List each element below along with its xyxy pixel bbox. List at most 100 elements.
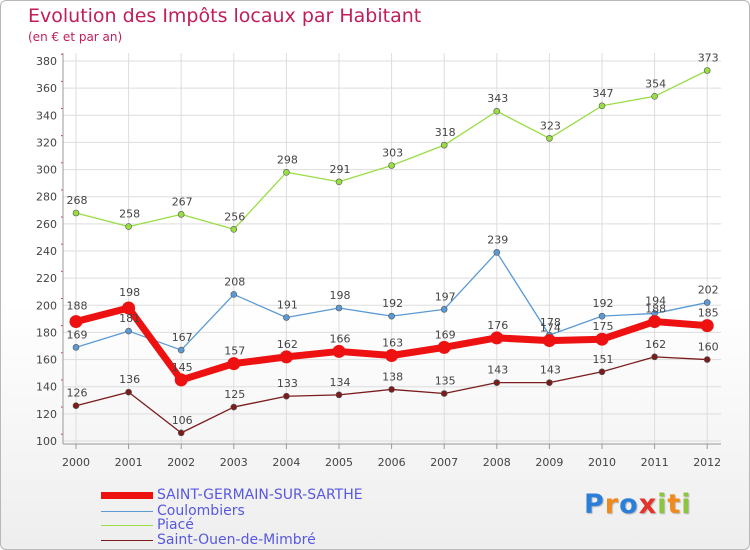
proxiti-logo: Proxiti: [584, 489, 692, 520]
y-tick-label: 220: [36, 272, 57, 285]
data-label: 174: [540, 322, 561, 335]
data-labels: 268 258 267 256 298 291 303 318 343 323 347 354 373 1…: [67, 52, 719, 427]
x-tick-label: 2011: [641, 456, 669, 469]
data-label: 126: [67, 387, 88, 400]
data-point: [283, 168, 290, 176]
data-point: [230, 403, 238, 411]
data-label: 267: [172, 195, 193, 208]
data-label: 143: [487, 364, 508, 377]
data-label: 151: [593, 353, 614, 366]
data-point: [700, 319, 714, 333]
data-point: [440, 141, 448, 149]
y-tick-label: 300: [36, 164, 57, 177]
x-tick-label: 2012: [693, 456, 721, 469]
data-label: 256: [224, 210, 245, 223]
data-point: [490, 331, 504, 345]
logo-letter: i: [681, 489, 692, 520]
data-point: [72, 344, 80, 351]
data-label: 167: [172, 331, 193, 344]
data-point: [648, 315, 662, 329]
data-label: 354: [645, 77, 666, 90]
legend-swatch-coulombiers: [101, 510, 153, 512]
data-point: [177, 211, 185, 218]
data-point: [703, 67, 711, 74]
axes: 100 120 140 160 180 200 220 240 260 280 300 320 340 3…: [36, 53, 721, 469]
data-label: 143: [540, 364, 561, 377]
x-tick-label: 2008: [483, 456, 511, 469]
y-tick-label: 120: [36, 408, 57, 421]
data-label: 347: [593, 87, 614, 100]
y-tick-label: 260: [36, 218, 57, 231]
data-label: 298: [277, 153, 298, 166]
y-tick-label: 140: [36, 381, 57, 394]
data-label: 197: [435, 290, 456, 303]
legend-item-saint-germain[interactable]: SAINT-GERMAIN-SUR-SARTHE: [101, 487, 363, 503]
data-label: 192: [593, 297, 614, 310]
legend-swatch-piace: [101, 524, 153, 526]
data-point: [335, 391, 343, 399]
data-label: 181: [119, 312, 140, 325]
data-point: [595, 332, 609, 346]
data-label: 202: [698, 284, 719, 297]
data-point: [385, 349, 399, 362]
x-tick-label: 2002: [167, 456, 195, 469]
data-point: [546, 379, 553, 386]
data-point: [651, 92, 658, 100]
data-point: [388, 162, 395, 169]
data-label: 185: [698, 307, 719, 320]
logo-letter: o: [619, 489, 639, 520]
data-label: 162: [645, 338, 666, 351]
data-label: 198: [330, 289, 351, 302]
x-tick-label: 2000: [62, 456, 90, 469]
data-label: 136: [119, 373, 140, 386]
data-label: 169: [435, 328, 456, 341]
data-point: [174, 373, 188, 387]
data-label: 163: [382, 337, 403, 350]
data-label: 323: [540, 119, 561, 132]
data-label: 192: [382, 297, 403, 310]
chart-title: Evolution des Impôts locaux par Habitant: [28, 5, 422, 27]
data-point: [230, 225, 238, 233]
data-label: 318: [435, 126, 456, 139]
data-label: 198: [119, 286, 140, 299]
data-point: [279, 350, 293, 364]
x-tick-label: 2004: [272, 456, 300, 469]
legend-item-saint-ouen[interactable]: Saint-Ouen-de-Mimbré: [101, 532, 316, 548]
data-label: 135: [435, 375, 456, 388]
data-point: [332, 344, 346, 358]
x-tick-label: 2003: [220, 456, 248, 469]
data-point: [388, 312, 395, 320]
x-tick-label: 2005: [325, 456, 353, 469]
data-point: [125, 327, 132, 335]
data-point: [598, 368, 606, 376]
data-label: 188: [67, 300, 88, 313]
data-point: [125, 223, 132, 230]
legend-item-piace[interactable]: Piacé: [101, 517, 194, 533]
data-point: [122, 301, 136, 315]
data-label: 138: [382, 370, 403, 383]
data-point: [283, 314, 290, 321]
data-point: [125, 388, 132, 396]
data-point: [598, 312, 606, 320]
y-tick-label: 100: [36, 435, 57, 448]
data-label: 303: [382, 147, 403, 160]
data-point: [651, 353, 658, 361]
data-label: 145: [172, 361, 193, 374]
data-label: 258: [119, 208, 140, 221]
data-label: 134: [330, 376, 351, 389]
logo-letter: x: [638, 489, 658, 520]
data-point: [703, 356, 711, 363]
data-point: [335, 178, 343, 186]
y-tick-label: 180: [36, 326, 57, 339]
legend-label: Saint-Ouen-de-Mimbré: [157, 532, 316, 548]
data-point: [227, 357, 241, 371]
data-label: 133: [277, 377, 298, 390]
data-label: 157: [224, 345, 245, 358]
data-label: 166: [330, 332, 351, 345]
data-point: [72, 402, 80, 410]
data-point: [388, 386, 395, 393]
data-label: 125: [224, 388, 245, 401]
y-tick-label: 240: [36, 245, 57, 258]
legend-item-coulombiers[interactable]: Coulombiers: [101, 503, 245, 519]
logo-letter: i: [657, 489, 668, 520]
